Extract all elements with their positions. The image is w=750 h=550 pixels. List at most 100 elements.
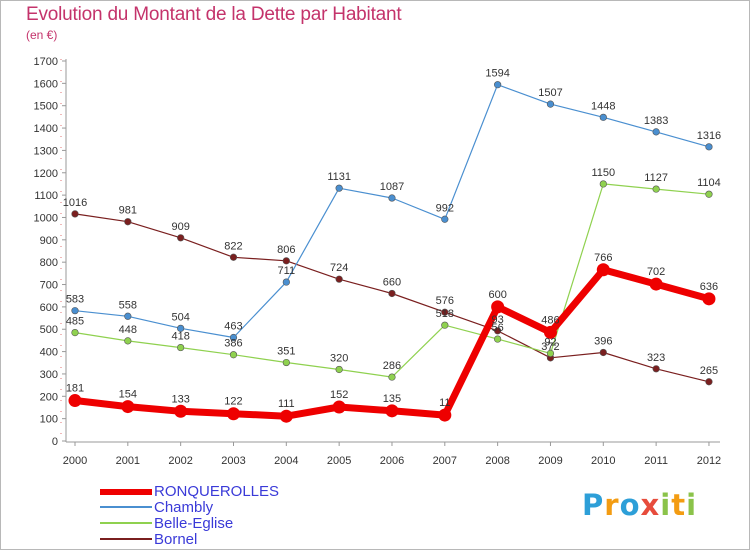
data-label-chambly: 992 (436, 202, 454, 214)
data-label-chambly: 1131 (327, 171, 351, 183)
data-point-chambly (441, 215, 449, 223)
data-point-chambly (705, 143, 713, 151)
data-point-belle-eglise (71, 328, 79, 337)
data-label-belle-eglise: 1150 (591, 167, 615, 179)
logo-letter: o (619, 488, 641, 522)
y-tick-label: 900 (40, 235, 58, 247)
data-label-bornel: 576 (436, 295, 454, 307)
data-label-ronquerolles: 11 (439, 397, 450, 409)
series-layer (68, 81, 716, 423)
x-tick-label: 2007 (433, 455, 457, 467)
logo-letter: P (582, 488, 605, 522)
data-label-ronquerolles: 111 (278, 398, 295, 410)
data-label-bornel: 323 (647, 352, 665, 364)
x-tick-label: 2002 (168, 455, 192, 467)
data-point-belle-eglise (441, 321, 449, 329)
data-point-ronquerolles (68, 394, 82, 408)
x-tick-label: 2011 (644, 455, 668, 467)
x-tick-label: 2000 (63, 455, 87, 467)
data-point-bornel (441, 308, 449, 316)
chart-title: Evolution du Montant de la Dette par Hab… (26, 4, 402, 25)
legend-swatch-belle-eglise (100, 522, 152, 524)
logo-letter: i (686, 488, 698, 522)
data-point-bornel (652, 365, 660, 373)
data-label-bornel: 396 (594, 335, 612, 347)
data-point-belle-eglise (652, 185, 660, 193)
data-label-belle-eglise: 418 (171, 331, 189, 343)
y-tick-label: 700 (40, 280, 58, 292)
series-line-bornel (74, 213, 710, 383)
y-tick-label: 1400 (34, 123, 58, 135)
data-label-belle-eglise: 1104 (697, 177, 721, 189)
data-label-belle-eglise: 286 (383, 360, 401, 372)
data-point-bornel (229, 253, 238, 261)
data-label-belle-eglise: 351 (277, 346, 295, 358)
y-tick-label: 800 (40, 257, 58, 269)
data-point-chambly (282, 278, 290, 286)
data-label-belle-eglise: 518 (436, 308, 454, 320)
data-label-ronquerolles: 486 (541, 314, 559, 326)
data-point-ronquerolles (491, 300, 505, 314)
data-label-chambly: 504 (171, 311, 189, 323)
data-point-bornel (282, 257, 290, 265)
data-point-chambly (388, 194, 396, 202)
data-point-bornel (335, 275, 343, 283)
data-point-bornel (124, 218, 132, 226)
logo-letter: i (660, 488, 672, 522)
data-point-belle-eglise (599, 180, 607, 188)
data-point-belle-eglise (282, 358, 290, 367)
y-tick-label: 400 (40, 347, 58, 359)
series-ronquerolles (68, 263, 716, 423)
data-point-belle-eglise (705, 190, 713, 198)
data-point-chambly (229, 333, 238, 342)
data-point-chambly (177, 324, 185, 332)
axes: 0 100 200 300 400 500 600 700 800 900 1000 1100 1200… (34, 56, 722, 467)
data-point-ronquerolles (438, 408, 452, 422)
data-point-ronquerolles (649, 277, 663, 291)
series-line-chambly (74, 84, 710, 339)
data-point-ronquerolles (702, 292, 716, 306)
x-tick-label: 2009 (538, 455, 562, 467)
data-label-ronquerolles: 181 (66, 383, 84, 395)
data-label-ronquerolles: 152 (330, 389, 348, 401)
y-tick-label: 0 (52, 436, 58, 448)
data-point-ronquerolles (596, 263, 610, 277)
x-tick-label: 2006 (380, 455, 404, 467)
data-label-ronquerolles: 133 (171, 393, 189, 405)
data-point-chambly (124, 312, 132, 320)
proxiti-logo: Proxiti (582, 488, 697, 522)
series-chambly (71, 81, 713, 342)
data-label-chambly: 1383 (644, 115, 668, 127)
data-point-chambly (335, 184, 343, 192)
y-tick-label: 1000 (34, 212, 58, 224)
data-point-belle-eglise (177, 343, 185, 352)
logo-letter: x (640, 488, 661, 522)
data-label-chambly: 1507 (538, 87, 562, 99)
legend-swatch-bornel (100, 538, 152, 540)
y-tick-label: 1500 (34, 101, 58, 113)
data-label-bornel: 93 (492, 314, 504, 326)
y-tick-label: 1100 (34, 190, 58, 202)
data-point-bornel (388, 289, 396, 298)
data-label-ronquerolles: 154 (119, 389, 137, 401)
data-label-belle-eglise: 56 (492, 322, 504, 334)
series-bornel (71, 210, 713, 386)
data-label-belle-eglise: 386 (224, 338, 242, 350)
data-label-bornel: 806 (277, 244, 295, 256)
data-label-chambly: 1316 (697, 130, 721, 142)
legend-label-belle-eglise: Belle-Eglise (154, 515, 234, 532)
data-point-bornel (177, 234, 185, 242)
y-tick-label: 100 (40, 414, 58, 426)
data-point-belle-eglise (335, 365, 343, 374)
x-tick-label: 2001 (116, 455, 140, 467)
x-tick-label: 2004 (274, 455, 298, 467)
y-tick-label: 300 (40, 369, 58, 381)
x-tick-label: 2005 (327, 455, 351, 467)
data-point-chambly (71, 307, 79, 315)
x-tick-label: 2012 (697, 455, 721, 467)
y-tick-label: 600 (40, 302, 58, 314)
data-label-bornel: 909 (171, 221, 189, 233)
logo-letter: r (604, 488, 620, 522)
y-tick-label: 500 (40, 324, 58, 336)
